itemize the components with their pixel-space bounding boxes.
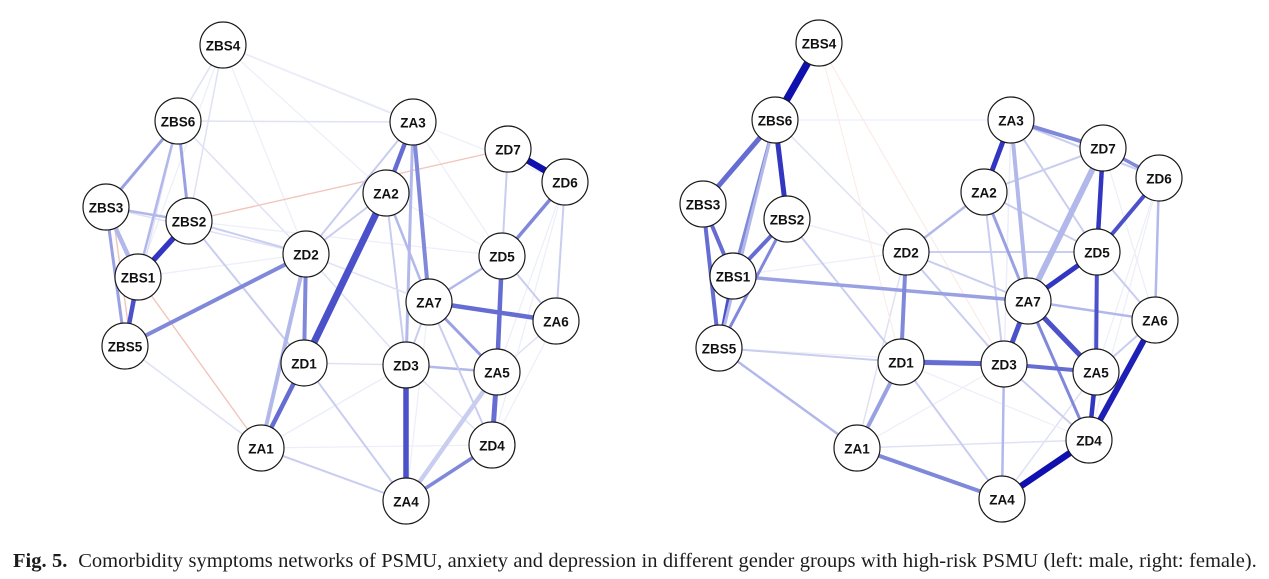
svg-text:ZA5: ZA5 <box>1083 366 1109 381</box>
svg-text:ZA5: ZA5 <box>484 366 510 381</box>
svg-text:ZD3: ZD3 <box>393 359 419 374</box>
svg-text:ZD3: ZD3 <box>991 358 1017 373</box>
svg-text:ZA6: ZA6 <box>543 315 569 330</box>
svg-text:ZD7: ZD7 <box>1090 142 1116 157</box>
svg-text:ZA7: ZA7 <box>416 296 442 311</box>
svg-text:ZA7: ZA7 <box>1015 295 1041 310</box>
svg-text:ZBS5: ZBS5 <box>108 340 143 355</box>
svg-text:ZD4: ZD4 <box>479 439 505 454</box>
svg-text:ZD6: ZD6 <box>1146 172 1172 187</box>
svg-text:ZA6: ZA6 <box>1142 314 1168 329</box>
svg-text:ZD5: ZD5 <box>489 250 515 265</box>
svg-text:ZD7: ZD7 <box>495 143 521 158</box>
svg-text:ZA3: ZA3 <box>400 116 426 131</box>
svg-text:ZA1: ZA1 <box>844 442 870 457</box>
svg-text:ZA2: ZA2 <box>971 186 997 201</box>
svg-text:ZBS6: ZBS6 <box>161 115 196 130</box>
svg-text:ZBS2: ZBS2 <box>770 213 805 228</box>
svg-text:ZA4: ZA4 <box>393 495 419 510</box>
svg-text:ZA3: ZA3 <box>998 114 1024 129</box>
svg-text:ZA1: ZA1 <box>248 442 274 457</box>
svg-text:ZBS5: ZBS5 <box>702 342 737 357</box>
svg-text:ZD5: ZD5 <box>1084 246 1110 261</box>
svg-text:ZA2: ZA2 <box>373 187 399 202</box>
svg-text:ZBS3: ZBS3 <box>686 198 721 213</box>
svg-text:ZBS3: ZBS3 <box>89 201 124 216</box>
svg-text:ZBS4: ZBS4 <box>802 37 837 52</box>
svg-text:ZBS1: ZBS1 <box>121 271 156 286</box>
svg-text:ZD6: ZD6 <box>552 176 578 191</box>
svg-text:ZBS4: ZBS4 <box>206 39 241 54</box>
svg-text:ZA4: ZA4 <box>989 493 1015 508</box>
svg-text:ZBS1: ZBS1 <box>716 270 751 285</box>
svg-text:ZD1: ZD1 <box>888 356 914 371</box>
svg-text:ZD2: ZD2 <box>293 248 319 263</box>
svg-text:ZD1: ZD1 <box>291 357 317 372</box>
svg-text:ZD4: ZD4 <box>1076 434 1102 449</box>
svg-text:ZD2: ZD2 <box>893 246 919 261</box>
svg-text:ZBS6: ZBS6 <box>758 114 793 129</box>
svg-text:ZBS2: ZBS2 <box>172 215 207 230</box>
